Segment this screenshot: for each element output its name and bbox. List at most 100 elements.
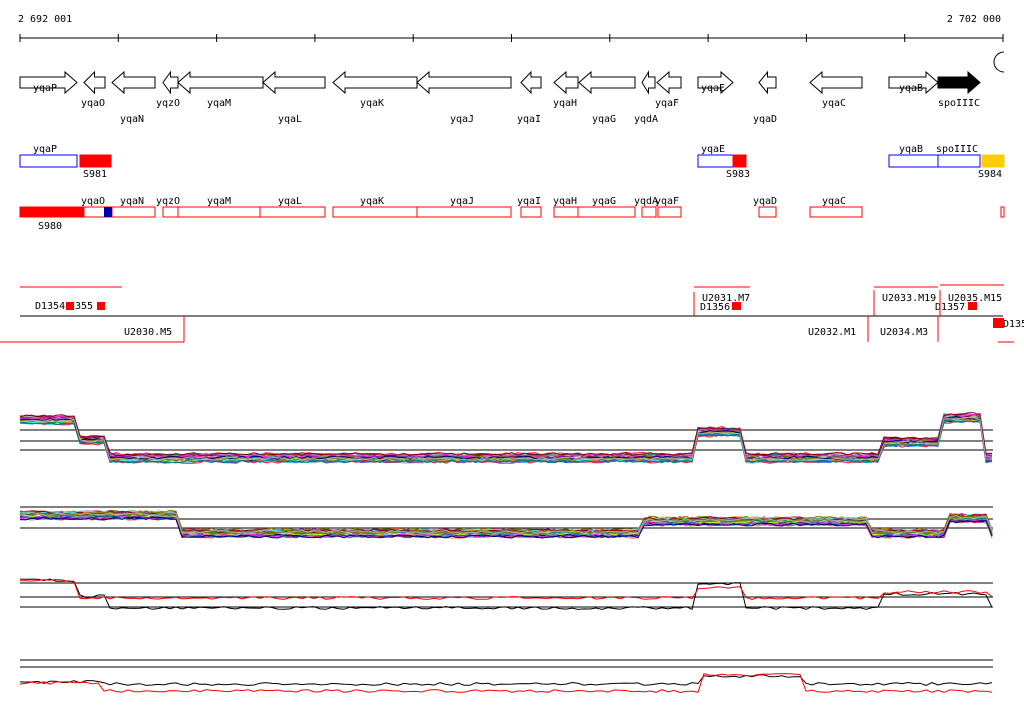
trace xyxy=(19,413,993,458)
segment-label: yqzO xyxy=(156,196,180,207)
feature-box xyxy=(981,154,1005,168)
feature-label: yqaB xyxy=(899,144,923,155)
segment-box xyxy=(177,206,261,218)
region-label: D135 xyxy=(1003,319,1024,330)
trace xyxy=(19,578,993,611)
gene-label: yqaB xyxy=(899,83,923,94)
feature-box xyxy=(79,154,112,168)
feature-label: S984 xyxy=(978,169,1002,180)
gene-arrow xyxy=(656,70,682,95)
gene-label: yqaP xyxy=(33,83,57,94)
gene-arrow xyxy=(937,70,981,95)
trace xyxy=(19,415,993,460)
region-label: U2034.M3 xyxy=(880,327,928,338)
feature-box xyxy=(937,154,981,168)
ruler-end: 2 702 000 xyxy=(947,14,1001,25)
segment-label: yqaG xyxy=(592,196,616,207)
gene-arrow xyxy=(111,70,156,95)
trace xyxy=(19,417,993,461)
gene-arrow xyxy=(553,70,579,95)
region-label: D1354 xyxy=(35,301,65,312)
segment-label: yqdA xyxy=(634,196,658,207)
feature-box xyxy=(732,154,747,168)
gene-label: yqaH xyxy=(553,98,577,109)
segment-box xyxy=(416,206,512,218)
gene-arrow xyxy=(520,70,542,95)
gene-arrow xyxy=(578,70,636,95)
segment-label: yqaK xyxy=(360,196,384,207)
segment-box xyxy=(162,206,179,218)
ruler-start: 2 692 001 xyxy=(18,14,72,25)
gene-label: yqaM xyxy=(207,98,231,109)
region-label: U2033.M19 xyxy=(882,293,936,304)
trace xyxy=(19,674,993,687)
segment-label: yqaJ xyxy=(450,196,474,207)
segment-mark xyxy=(104,207,112,217)
gene-label: yqaC xyxy=(822,98,846,109)
trace xyxy=(19,414,993,459)
gene-label: yqdA xyxy=(634,114,658,125)
gene-label: spoIIIC xyxy=(938,98,980,109)
segment-box xyxy=(520,206,542,218)
segment-box xyxy=(1000,206,1005,218)
trace xyxy=(19,412,993,457)
gene-label: yqaI xyxy=(517,114,541,125)
feature-label: yqaP xyxy=(33,144,57,155)
region-label: U2035.M15 xyxy=(948,293,1002,304)
segment-box xyxy=(577,206,636,218)
gene-label: yqaO xyxy=(81,98,105,109)
trace xyxy=(19,511,993,534)
feature-box xyxy=(888,154,939,168)
gene-label: yqaK xyxy=(360,98,384,109)
gene-label: yqaD xyxy=(753,114,777,125)
segment-box xyxy=(809,206,863,218)
gene-arrow xyxy=(416,70,512,95)
gene-label: yqaF xyxy=(655,98,679,109)
gene-label: yqaG xyxy=(592,114,616,125)
gene-arrow xyxy=(177,70,264,95)
segment-box xyxy=(19,206,85,218)
gene-label: yqaJ xyxy=(450,114,474,125)
gene-label: yqzO xyxy=(156,98,180,109)
trace xyxy=(19,412,993,457)
trace xyxy=(19,413,993,458)
region-block xyxy=(993,318,1004,328)
region-label: U2030.M5 xyxy=(124,327,172,338)
region-block xyxy=(66,302,74,310)
region-block xyxy=(97,302,105,310)
region-label: 355 xyxy=(75,301,93,312)
gene-arrow xyxy=(697,70,734,95)
gene-arrow xyxy=(19,70,78,95)
feature-label: spoIIIC xyxy=(936,144,978,155)
segment-box xyxy=(111,206,156,218)
trace xyxy=(19,516,993,539)
trace xyxy=(19,413,992,458)
feature-box xyxy=(697,154,734,168)
region-block xyxy=(732,302,741,310)
feature-label: S983 xyxy=(726,169,750,180)
segment-label: yqaI xyxy=(517,196,541,207)
trace xyxy=(19,419,993,464)
segment-label: S980 xyxy=(38,221,62,232)
gene-label: yqaL xyxy=(278,114,302,125)
segment-label: yqaN xyxy=(120,196,144,207)
segment-label: yqaF xyxy=(655,196,679,207)
segment-label: yqaM xyxy=(207,196,231,207)
segment-box xyxy=(259,206,326,218)
segment-label: yqaC xyxy=(822,196,846,207)
feature-label: yqaE xyxy=(701,144,725,155)
segment-label: yqaH xyxy=(553,196,577,207)
gene-arrow xyxy=(162,70,179,95)
segment-box xyxy=(657,206,682,218)
gene-arrow xyxy=(641,70,656,95)
segment-box xyxy=(553,206,579,218)
gene-label: yqaE xyxy=(701,83,725,94)
trace xyxy=(19,414,993,458)
segment-label: yqaO xyxy=(81,196,105,207)
gene-arrow xyxy=(83,70,106,95)
gene-label: yqaN xyxy=(120,114,144,125)
region-block xyxy=(968,302,977,310)
feature-label: S981 xyxy=(83,169,107,180)
segment-box xyxy=(758,206,777,218)
